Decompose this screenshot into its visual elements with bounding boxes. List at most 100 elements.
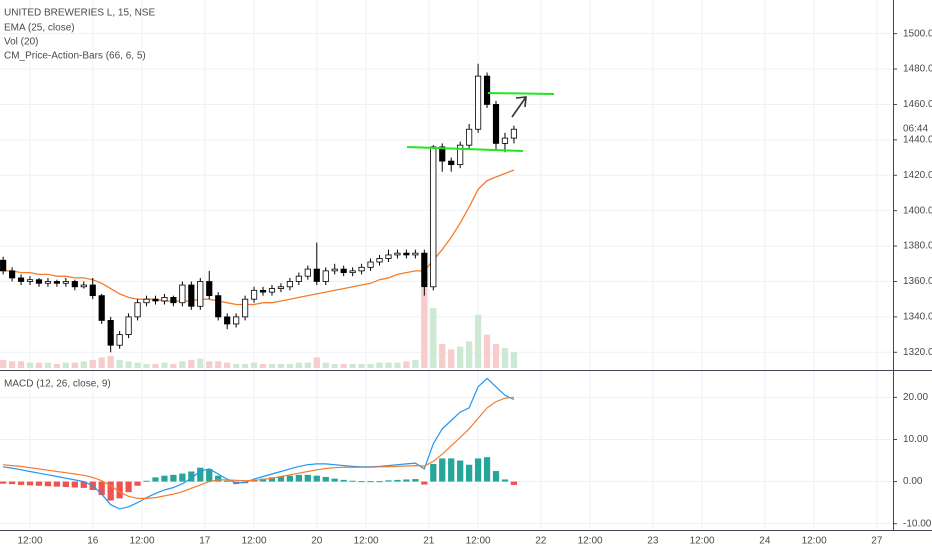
histogram-bar [349,480,356,482]
histogram-bar [179,473,186,482]
volume-bar [483,334,491,368]
symbol-title: UNITED BREWERIES L, 15, NSE [4,8,155,19]
histogram-bar [510,481,518,485]
candle-body [44,281,52,284]
volume-bar [421,288,428,368]
candle-body [466,128,473,146]
candle-body [188,284,195,307]
histogram-bar [250,480,258,482]
histogram-bar [170,474,177,482]
histogram-bar [268,477,276,482]
volume-bar [349,364,356,368]
histogram-bar [116,481,123,499]
candle-body [448,160,455,166]
volume-bar [457,346,464,368]
volume-bar [259,364,267,368]
y-tick-label: 1340.00 [903,312,932,323]
x-tick-label: 16 [87,536,99,547]
x-tick-label: 12:00 [466,536,491,547]
indicator-legend: CM_Price-Action-Bars (66, 6, 5) [4,51,146,62]
candle-body [439,146,446,162]
candle-body [376,258,383,263]
histogram-bar [412,479,419,482]
volume-bar [412,360,419,368]
histogram-bar [457,460,464,482]
y-tick-label: 1400.00 [903,205,932,216]
volume-bar [0,360,7,368]
volume-bar [232,364,240,368]
candle-body [17,277,25,282]
histogram-bar [62,481,70,488]
candle-body [134,302,141,318]
candle-body [277,286,285,289]
y-tick-label: 1480.00 [903,64,932,75]
candle-body [116,334,123,346]
volume-bar [268,364,276,368]
volume-bar [17,361,25,368]
volume-bar [98,357,105,368]
histogram-bar [98,481,105,496]
volume-bar [89,360,96,368]
volume-bar [448,349,455,368]
candle-body [143,298,150,304]
x-tick-label: 24 [759,536,771,547]
bar-countdown: 06:44 [903,124,928,135]
candle-body [215,295,222,318]
candle-body [53,281,60,284]
volume-bar [430,308,437,368]
histogram-bar [322,476,329,482]
volume-bar [215,361,222,368]
candle-body [304,268,311,277]
candle-body [358,266,365,272]
candle-body [233,316,240,325]
volume-bar [286,364,294,368]
x-tick-label: 12:00 [578,536,603,547]
y-tick-label: -10.00 [903,518,932,529]
drawn-arrow [511,96,527,118]
candle-body [0,259,7,272]
volume-bar [80,361,87,368]
volume-bar [116,360,123,368]
histogram-bar [224,480,231,482]
marks [0,63,518,510]
histogram-bar [465,464,473,482]
candle-body [26,279,34,282]
volume-bar [474,314,482,368]
x-tick-label: 23 [647,536,659,547]
y-tick-label: 10.00 [903,434,928,445]
volume-bar [492,344,500,368]
volume-bar [331,364,338,368]
histogram-bar [215,475,222,482]
histogram-bar [0,481,7,484]
x-tick-label: 12:00 [130,536,155,547]
y-tick-label: 1460.00 [903,99,932,110]
candle-body [98,295,105,321]
ema-legend: EMA (25, close) [4,23,75,34]
histogram-bar [448,458,455,482]
volume-bar [224,362,231,368]
volume-bar [277,364,285,368]
candle-body [250,289,258,300]
histogram-bar [134,481,141,486]
volume-bar [44,362,52,368]
histogram-bar [71,481,78,488]
candle-body [492,104,500,144]
candle-body [430,146,437,288]
histogram-bar [313,475,320,482]
histogram-bar [259,478,267,482]
candle-body [80,284,87,288]
volume-bar [134,362,141,368]
histogram-bar [44,481,52,487]
candle-body [403,252,410,256]
candle-body [89,284,96,297]
histogram-bar [107,481,114,501]
volume-bar [367,364,374,368]
histogram-bar [331,478,338,482]
candle-body [152,298,159,302]
candle-body [394,252,401,256]
candle-body [206,281,213,297]
volume-bar [376,362,383,368]
histogram-bar [152,477,159,482]
histogram-bar [295,474,302,482]
volume-bar [250,362,258,368]
